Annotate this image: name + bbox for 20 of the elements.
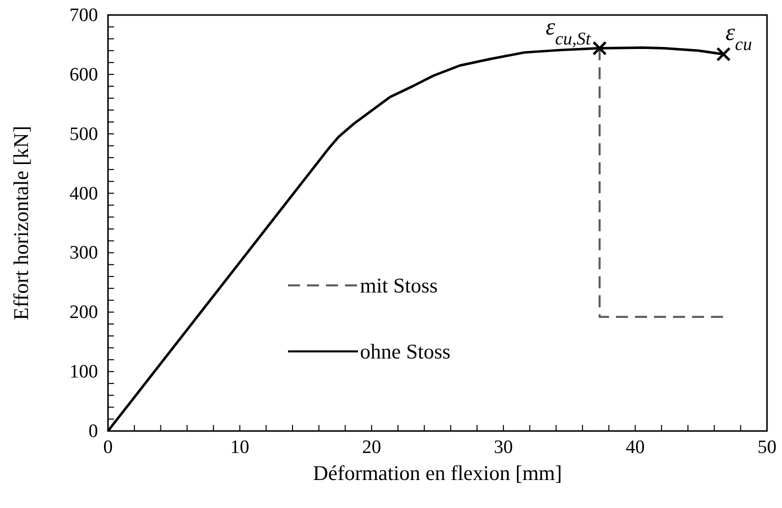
x-axis-title: Déformation en flexion [mm] xyxy=(312,461,562,485)
legend-label: ohne Stoss xyxy=(360,339,450,364)
y-tick-label: 700 xyxy=(70,5,98,26)
y-tick-label: 500 xyxy=(70,124,98,145)
y-tick-label: 200 xyxy=(70,302,98,324)
x-tick-label: 50 xyxy=(758,437,776,458)
x-tick-label: 30 xyxy=(494,437,513,458)
x-tick-label: 10 xyxy=(230,437,250,458)
x-tick-label: 0 xyxy=(103,437,113,458)
y-axis-title: Effort horizontale [kN] xyxy=(9,126,33,320)
x-tick-label: 40 xyxy=(626,437,645,458)
y-tick-label: 100 xyxy=(70,362,98,383)
annotation: ε$_{cu,St}$ xyxy=(546,14,592,48)
y-tick-label: 600 xyxy=(70,64,98,86)
y-tick-label: 300 xyxy=(70,242,98,264)
legend-label: mit Stoss xyxy=(360,273,438,298)
x-tick-label: 20 xyxy=(362,437,382,458)
y-tick-label: 0 xyxy=(88,421,98,442)
annotation: ε$_{cu}$ xyxy=(726,20,752,54)
y-tick-label: 400 xyxy=(70,183,98,204)
